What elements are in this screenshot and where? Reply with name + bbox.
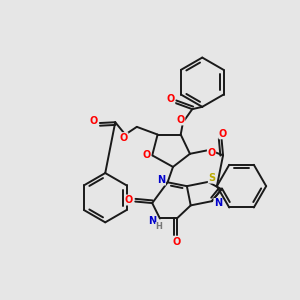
Text: N: N (214, 199, 222, 208)
Text: O: O (173, 237, 181, 247)
Text: O: O (177, 115, 185, 125)
Text: O: O (90, 116, 98, 127)
Text: O: O (219, 129, 227, 139)
Text: O: O (120, 133, 128, 142)
Text: N: N (158, 175, 166, 185)
Text: O: O (125, 195, 133, 205)
Text: O: O (143, 150, 151, 160)
Text: O: O (207, 148, 216, 158)
Text: N: N (148, 216, 156, 226)
Text: S: S (208, 173, 215, 183)
Text: O: O (167, 94, 175, 104)
Text: H: H (156, 223, 163, 232)
